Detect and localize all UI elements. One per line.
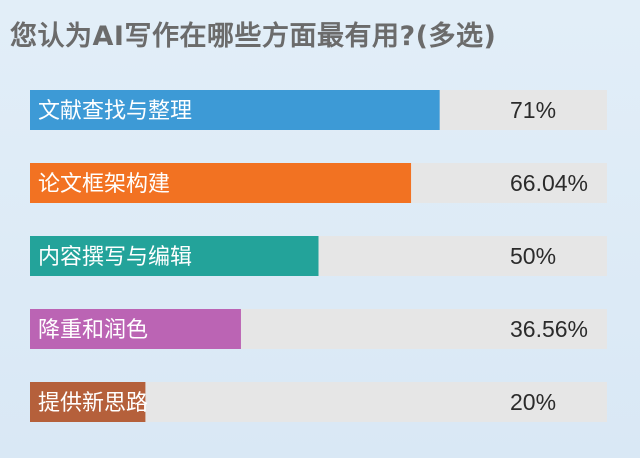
bar [30, 382, 146, 422]
bar [30, 90, 440, 130]
value-label: 50% [510, 243, 556, 269]
chart-title: 您认为AI写作在哪些方面最有用?(多选) [10, 21, 497, 52]
bar [30, 236, 319, 276]
category-label: 论文框架构建 [38, 172, 170, 197]
bar [30, 163, 412, 203]
category-label: 降重和润色 [38, 318, 148, 343]
category-label: 内容撰写与编辑 [38, 245, 192, 270]
value-label: 20% [510, 389, 556, 415]
bar [30, 309, 241, 349]
category-label: 文献查找与整理 [38, 99, 192, 124]
category-label: 提供新思路 [38, 391, 148, 416]
value-label: 66.04% [510, 170, 588, 196]
value-label: 71% [510, 97, 556, 123]
value-label: 36.56% [510, 316, 588, 342]
